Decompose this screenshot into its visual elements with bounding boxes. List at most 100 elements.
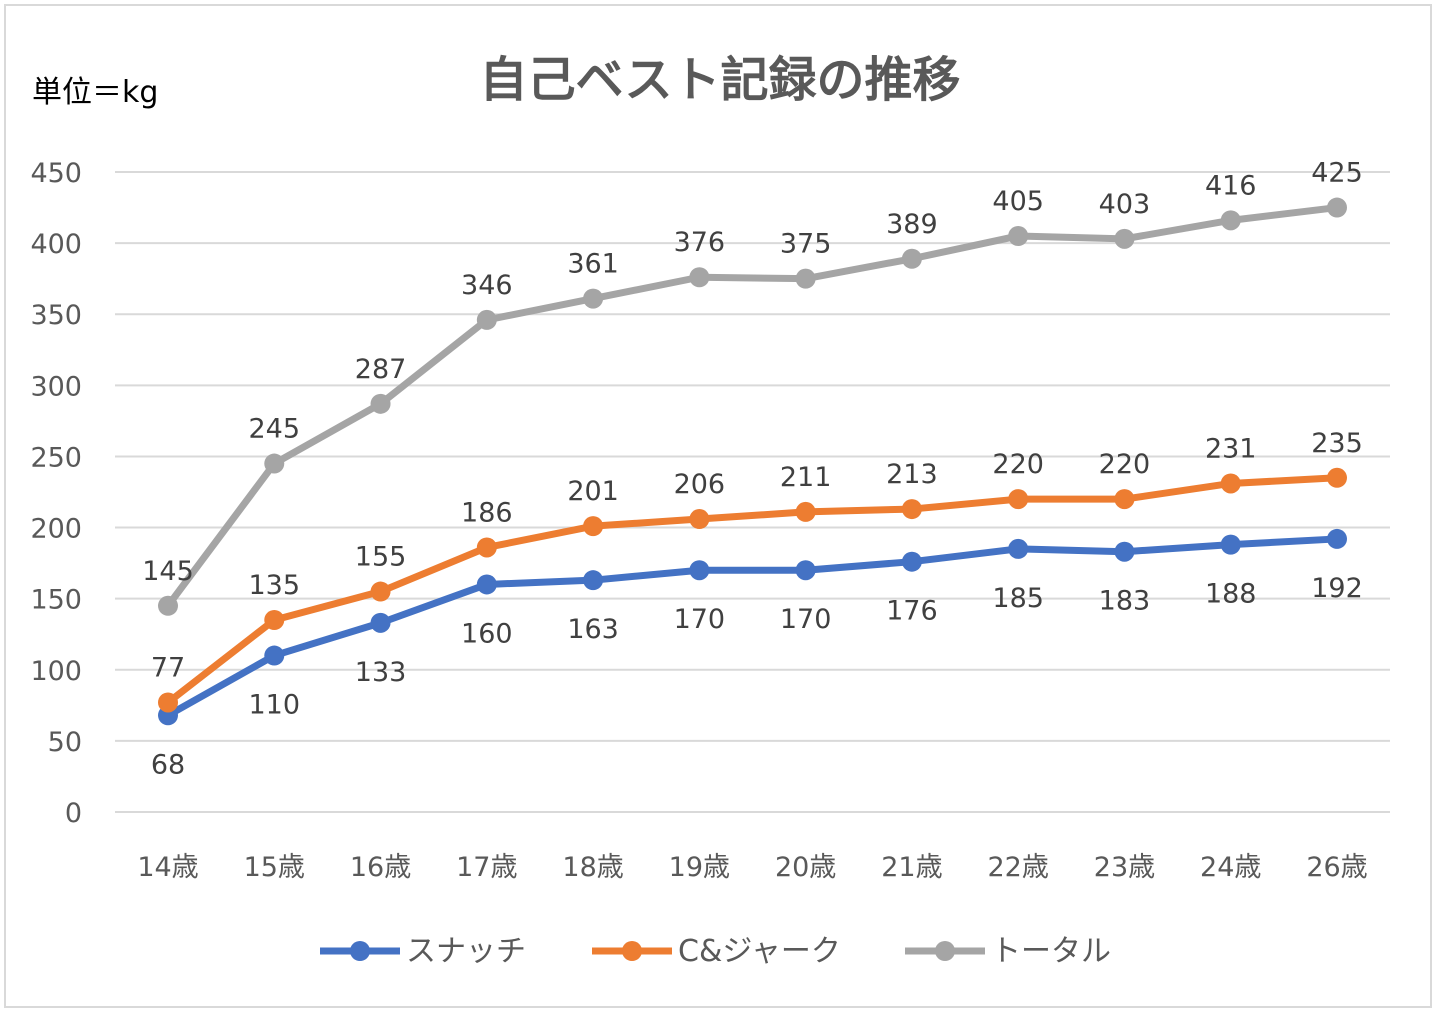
data-point (1220, 210, 1241, 231)
legend-label: トータル (991, 934, 1111, 969)
legend-marker (350, 941, 370, 961)
data-label: 220 (1099, 449, 1151, 480)
data-label: 145 (142, 556, 194, 587)
data-point (583, 288, 604, 309)
data-point (689, 267, 710, 288)
data-point (795, 268, 816, 289)
data-label: 170 (780, 604, 832, 635)
data-label: 235 (1311, 428, 1363, 459)
data-point (901, 499, 922, 520)
data-point (1008, 538, 1029, 559)
data-label: 211 (780, 462, 832, 493)
y-tick-label: 0 (65, 798, 82, 829)
data-label: 346 (461, 270, 513, 301)
data-point (795, 560, 816, 581)
data-point (1008, 489, 1029, 510)
data-label: 183 (1099, 586, 1151, 617)
data-point (264, 645, 285, 666)
x-tick-label: 19歳 (669, 852, 730, 883)
x-tick-label: 24歳 (1200, 852, 1261, 883)
data-label: 185 (992, 583, 1044, 614)
data-point (264, 453, 285, 474)
series-1: 77 135 155 186 201 206 211 213 220 220 231 235 (151, 428, 1363, 713)
legend-marker (622, 941, 642, 961)
chart-frame (4, 4, 1432, 1008)
data-label: 403 (1099, 189, 1151, 220)
data-label: 170 (674, 604, 726, 635)
data-point (1220, 473, 1241, 494)
data-label: 425 (1311, 158, 1363, 189)
x-tick-label: 21歳 (881, 852, 942, 883)
data-point (1220, 534, 1241, 555)
series-0: 68 110 133 160 163 170 170 176 185 183 188 192 (151, 528, 1363, 780)
data-point (158, 595, 178, 616)
x-tick-label: 15歳 (244, 852, 305, 883)
data-point (1327, 467, 1347, 488)
y-tick-label: 400 (30, 229, 82, 260)
y-tick-label: 100 (30, 656, 82, 687)
data-label: 213 (886, 459, 938, 490)
data-point (1327, 528, 1347, 549)
data-point (901, 551, 922, 572)
data-point (689, 509, 710, 530)
data-label: 110 (248, 690, 300, 721)
data-point (901, 248, 922, 269)
legend-label: スナッチ (406, 934, 526, 969)
y-tick-label: 150 (30, 585, 82, 616)
legend-item: トータル (905, 934, 1111, 969)
data-label: 68 (151, 749, 185, 780)
data-label: 176 (886, 596, 938, 627)
x-tick-label: 18歳 (562, 852, 623, 883)
x-tick-label: 22歳 (988, 852, 1049, 883)
data-label: 188 (1205, 579, 1257, 610)
data-label: 192 (1311, 573, 1363, 604)
series-line (165, 474, 1338, 706)
legend-item: C&ジャーク (592, 934, 841, 969)
data-label: 186 (461, 497, 513, 528)
data-label: 201 (567, 476, 619, 507)
data-point (370, 581, 391, 602)
data-point (476, 309, 497, 330)
data-label: 160 (461, 618, 513, 649)
data-point (158, 692, 178, 713)
unit-label: 単位＝kg (32, 75, 158, 110)
data-label: 389 (886, 209, 938, 240)
y-tick-label: 350 (30, 300, 82, 331)
data-label: 155 (355, 542, 407, 573)
x-tick-label: 26歳 (1306, 852, 1367, 883)
y-tick-label: 450 (30, 158, 82, 189)
data-label: 135 (248, 570, 300, 601)
data-point (476, 537, 497, 558)
series-2: 145 245 287 346 361 376 375 389 405 403 416 425 (142, 158, 1363, 616)
data-label: 361 (567, 249, 619, 280)
data-point (264, 610, 285, 630)
data-point (370, 393, 391, 414)
data-point (370, 612, 391, 633)
data-point (1008, 226, 1029, 246)
legend-item: スナッチ (320, 934, 526, 969)
y-tick-label: 250 (30, 442, 82, 473)
data-point (1114, 541, 1135, 562)
legend-marker (935, 941, 955, 961)
legend-label: C&ジャーク (678, 934, 841, 969)
data-label: 163 (567, 614, 619, 645)
series-line (165, 204, 1338, 608)
data-point (476, 574, 497, 595)
data-label: 231 (1205, 433, 1257, 464)
data-label: 376 (674, 227, 726, 258)
data-point (583, 516, 604, 537)
data-label: 375 (780, 229, 832, 260)
y-tick-label: 200 (30, 514, 82, 545)
x-tick-label: 20歳 (775, 852, 836, 883)
data-point (1114, 228, 1135, 249)
series-line (166, 535, 1338, 719)
data-label: 245 (248, 414, 300, 445)
data-label: 416 (1205, 170, 1257, 201)
data-label: 206 (674, 469, 726, 500)
data-label: 405 (992, 186, 1044, 217)
x-tick-label: 23歳 (1094, 852, 1155, 883)
x-tick-label: 14歳 (137, 852, 198, 883)
x-tick-label: 17歳 (456, 852, 517, 883)
data-point (1327, 197, 1347, 218)
